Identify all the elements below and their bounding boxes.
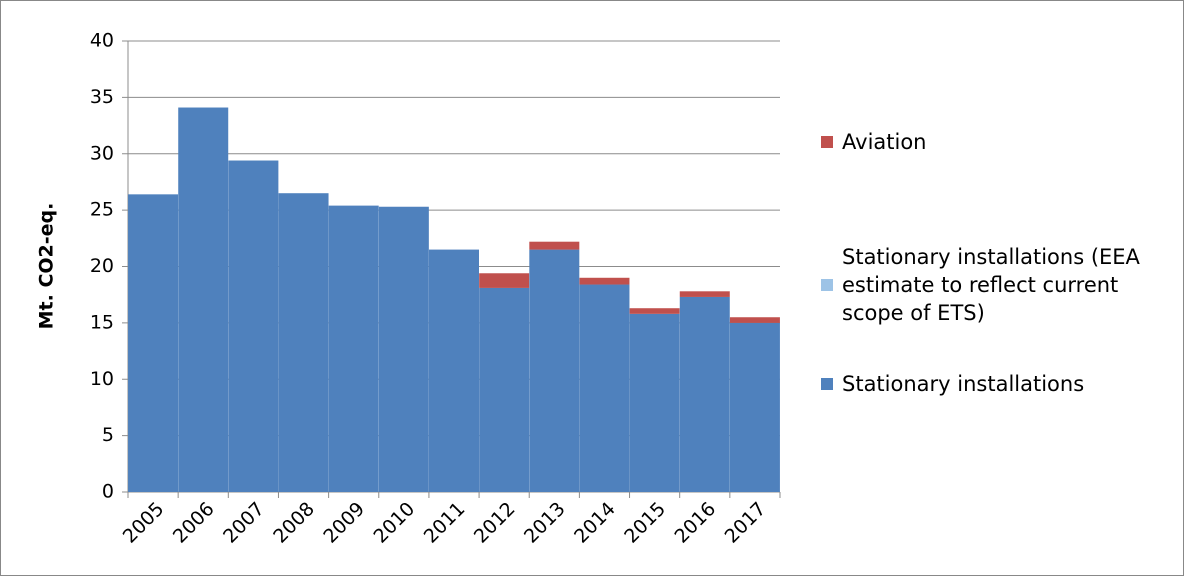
- x-tick-label: 2008: [269, 498, 319, 548]
- bar-segment: [629, 308, 680, 314]
- legend-item: Aviation: [821, 128, 1151, 156]
- x-tick-label: 2016: [670, 498, 720, 548]
- bar-segment: [579, 284, 630, 492]
- bar-segment: [178, 107, 229, 493]
- y-tick-label: 40: [90, 30, 114, 52]
- x-tick-label: 2005: [119, 498, 169, 548]
- bar-segment: [328, 205, 379, 493]
- y-tick-label: 30: [90, 142, 114, 164]
- bar-segment: [679, 291, 730, 297]
- y-tick-label: 20: [90, 255, 114, 277]
- y-axis-label: Mt. CO2-eq.: [36, 203, 58, 330]
- legend-swatch: [821, 279, 833, 291]
- bar-segment: [529, 241, 580, 250]
- x-tick-label: 2014: [570, 498, 620, 548]
- y-tick-label: 15: [90, 311, 114, 333]
- bar-segment: [479, 273, 530, 288]
- legend-swatch: [821, 136, 833, 148]
- y-tick-label: 5: [102, 424, 114, 446]
- y-tick-label: 25: [90, 199, 114, 221]
- x-tick-label: 2007: [219, 498, 269, 548]
- bar-segment: [729, 322, 780, 492]
- legend-label: Aviation: [842, 130, 927, 154]
- x-tick-label: 2013: [520, 498, 570, 548]
- bar-segment: [378, 206, 429, 492]
- x-tick-label: 2009: [319, 498, 369, 548]
- x-tick-label: 2006: [169, 498, 219, 548]
- bar-segment: [429, 249, 479, 492]
- bar-segment: [228, 160, 279, 492]
- bar-segment: [479, 287, 530, 492]
- x-tick-label: 2011: [420, 498, 470, 548]
- y-tick-label: 35: [90, 86, 114, 108]
- x-tick-label: 2015: [620, 498, 670, 548]
- legend-label: Stationary installations: [842, 372, 1085, 396]
- x-tick-label: 2012: [470, 498, 520, 548]
- y-tick-label: 10: [90, 368, 114, 390]
- x-tick-label: 2017: [721, 498, 771, 548]
- x-tick-label: 2010: [370, 498, 420, 548]
- bar-segment: [128, 194, 179, 492]
- bar-segment: [629, 313, 680, 492]
- legend-label: Stationary installations (EEA estimate t…: [842, 245, 1140, 325]
- bar-segment: [278, 193, 329, 492]
- legend-item: Stationary installations (EEA estimate t…: [821, 243, 1151, 327]
- bar-segment: [579, 277, 630, 285]
- legend-item: Stationary installations: [821, 370, 1151, 398]
- bar-segment: [729, 317, 780, 323]
- bar-segment: [679, 296, 730, 492]
- y-tick-label: 0: [102, 481, 114, 503]
- bar-segment: [529, 249, 580, 492]
- legend-swatch: [821, 378, 833, 390]
